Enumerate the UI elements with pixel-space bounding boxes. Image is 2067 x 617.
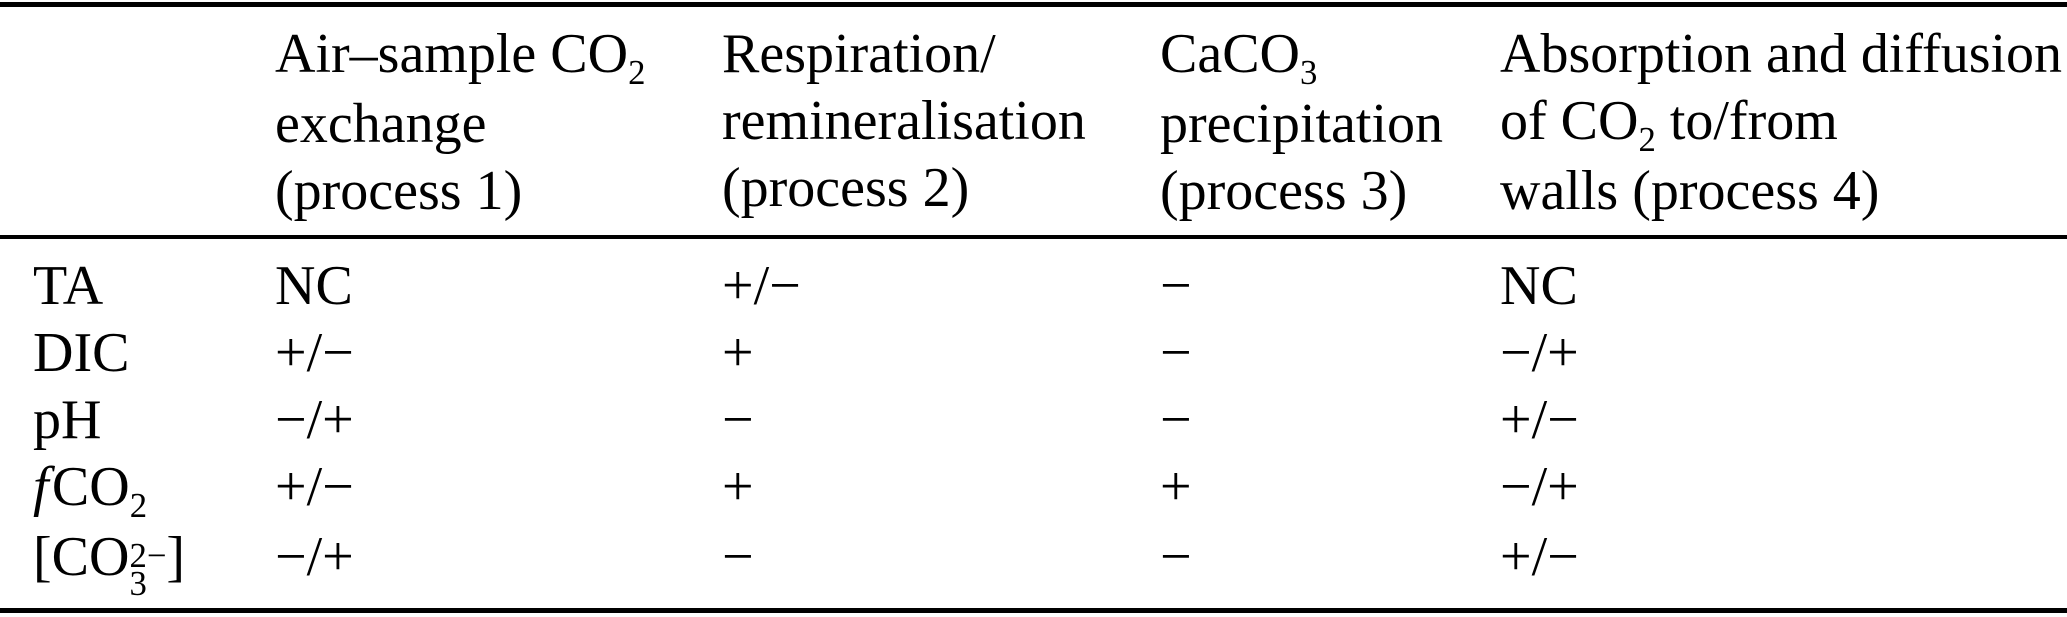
header-line: Absorption and diffusion (1500, 23, 2063, 85)
column-header-process-3: CaCO3 precipitation (process 3) (1160, 4, 1500, 240)
header-line: (process 2) (722, 157, 970, 220)
cell-dic-process3: − (1160, 322, 1192, 385)
table-row-dic: DIC +/− + − −/+ (0, 320, 2067, 387)
column-header-process-2: Respiration/remineralisation (process 2) (722, 4, 1160, 240)
cell-ph-process4: +/− (1500, 389, 1579, 452)
column-header-process-1: Air–sample CO2 exchange (process 1) (275, 4, 722, 240)
cell-fco2-process2: + (722, 456, 754, 519)
column-header-process-4: Absorption and diffusion of CO2 to/from wa… (1500, 4, 2067, 240)
table-row-carbonate-ion: [CO 2− 3] −/+ − − +/− (0, 524, 2067, 610)
header-line: (process 3) (1160, 160, 1408, 223)
row-label-carbonate-ion: [CO 2− 3] (33, 526, 186, 604)
cell-carbonate-process4: +/− (1500, 526, 1579, 589)
header-line: exchange (275, 92, 487, 155)
cell-ph-process3: − (1160, 389, 1192, 452)
cell-dic-process2: + (722, 322, 754, 385)
cell-ph-process2: − (722, 389, 754, 452)
cell-ta-process3: − (1160, 255, 1192, 318)
header-empty-cell (0, 4, 275, 240)
cell-carbonate-process1: −/+ (275, 526, 354, 589)
table-row-ta: TA NC +/− − NC (0, 237, 2067, 320)
table-body: TA NC +/− − NC DIC +/− + − −/+ pH −/+ − … (0, 237, 2067, 610)
table-header: Air–sample CO2 exchange (process 1) Respir… (0, 4, 2067, 240)
cell-fco2-process1: +/− (275, 456, 354, 519)
header-line: remineralisation (722, 90, 1086, 153)
header-row: Air–sample CO2 exchange (process 1) Respir… (0, 4, 2067, 240)
cell-ta-process2: +/− (722, 255, 801, 318)
table-row-ph: pH −/+ − − +/− (0, 387, 2067, 454)
header-line: CaCO3 (1160, 23, 1318, 93)
row-label-fco2: fCO2 (33, 456, 148, 526)
header-line: of CO2 to/from (1500, 90, 1838, 160)
header-line: Air–sample CO2 (275, 23, 646, 93)
header-line: (process 1) (275, 160, 523, 223)
table-row-fco2: fCO2 +/− + + −/+ (0, 454, 2067, 524)
header-line: precipitation (1160, 92, 1444, 155)
cell-ta-process4: NC (1500, 255, 1578, 318)
cell-dic-process4: −/+ (1500, 322, 1579, 385)
row-label-ph: pH (33, 389, 102, 452)
cell-ta-process1: NC (275, 255, 353, 318)
cell-ph-process1: −/+ (275, 389, 354, 452)
header-line: Respiration/ (722, 23, 996, 85)
cell-carbonate-process2: − (722, 526, 754, 589)
cell-fco2-process3: + (1160, 456, 1192, 519)
row-label-ta: TA (33, 255, 104, 318)
cell-carbonate-process3: − (1160, 526, 1192, 589)
header-line: walls (process 4) (1500, 160, 1880, 223)
cell-dic-process1: +/− (275, 322, 354, 385)
row-label-dic: DIC (33, 322, 130, 385)
cell-fco2-process4: −/+ (1500, 456, 1579, 519)
